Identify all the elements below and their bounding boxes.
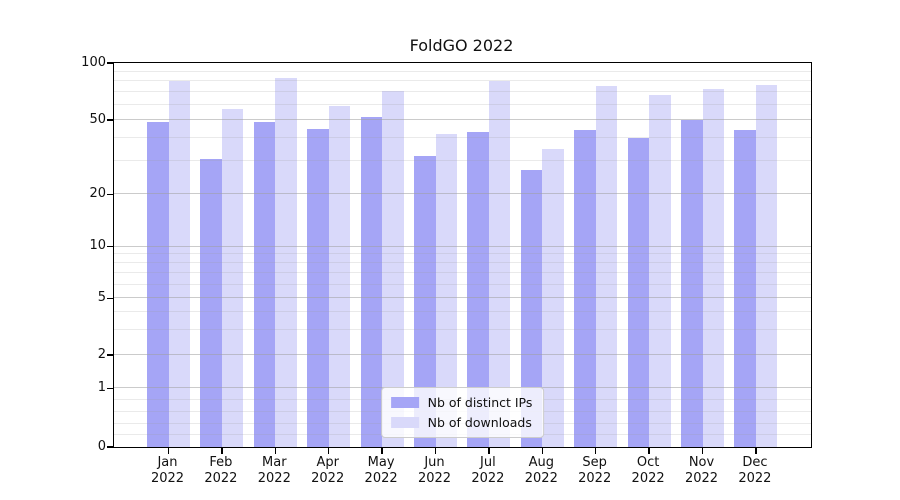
y-tick-label: 1: [97, 379, 106, 395]
x-tick-mark: [755, 447, 757, 454]
bar-sep-distinct-ips: [574, 130, 596, 447]
bar-nov-distinct-ips: [681, 120, 703, 447]
x-tick-mark: [167, 447, 170, 454]
bar-sep-downloads: [595, 85, 618, 447]
y-tick-mark: [107, 62, 114, 64]
bar-apr-distinct-ips: [307, 128, 329, 447]
y-tick-label: 0: [97, 438, 106, 454]
x-tick-label-jul: Jul 2022: [471, 455, 505, 486]
x-tick-mark: [221, 447, 223, 454]
y-tick-label: 100: [81, 54, 106, 70]
bar-dec-downloads: [755, 84, 778, 447]
x-tick-mark: [701, 447, 704, 454]
x-tick-mark: [274, 447, 277, 454]
legend: Nb of distinct IPs Nb of downloads: [380, 387, 545, 438]
bar-may-downloads: [382, 91, 404, 447]
x-tick-mark: [327, 447, 330, 454]
x-tick-mark: [434, 447, 437, 454]
bar-jun-distinct-ips: [414, 156, 436, 447]
x-tick-mark: [594, 447, 597, 454]
bar-may-distinct-ips: [360, 116, 383, 447]
minor-gridline: [114, 104, 811, 105]
x-tick-mark: [648, 447, 650, 454]
major-gridline: [114, 245, 811, 247]
legend-swatch-downloads: [390, 417, 419, 428]
x-tick-label-oct: Oct 2022: [631, 455, 665, 486]
x-tick-label-mar: Mar 2022: [257, 455, 291, 486]
minor-gridline: [114, 91, 811, 93]
y-tick-label: 10: [89, 238, 106, 254]
minor-gridline: [114, 272, 811, 274]
minor-gridline: [114, 80, 811, 82]
minor-gridline: [114, 137, 811, 139]
x-tick-label-feb: Feb 2022: [204, 455, 238, 486]
major-gridline: [114, 193, 811, 195]
x-tick-label-nov: Nov 2022: [684, 455, 719, 486]
x-tick-label-sep: Sep 2022: [578, 455, 612, 486]
y-tick-label: 20: [89, 185, 106, 201]
bar-dec-distinct-ips: [734, 130, 756, 447]
y-tick-mark: [107, 245, 114, 248]
bar-apr-downloads: [328, 106, 351, 447]
bar-oct-distinct-ips: [627, 138, 650, 447]
bar-jul-distinct-ips: [467, 132, 489, 447]
minor-gridline: [114, 160, 811, 162]
legend-item: Nb of distinct IPs: [390, 395, 533, 410]
major-gridline: [114, 119, 811, 120]
x-tick-label-jun: Jun 2022: [417, 455, 452, 486]
x-tick-label-dec: Dec 2022: [738, 455, 772, 486]
minor-gridline: [114, 329, 811, 330]
x-tick-label-may: May 2022: [364, 455, 398, 486]
y-tick-label: 5: [97, 289, 106, 305]
y-tick-mark: [107, 387, 114, 390]
y-tick-mark: [107, 193, 114, 196]
x-tick-label-jan: Jan 2022: [150, 455, 185, 486]
y-tick-mark: [107, 446, 114, 448]
minor-gridline: [114, 311, 811, 313]
minor-gridline: [114, 253, 811, 255]
bar-jan-downloads: [168, 81, 190, 447]
plot-area: Nb of distinct IPs Nb of downloads: [107, 62, 812, 454]
y-tick-label: 50: [89, 111, 106, 127]
bar-feb-distinct-ips: [200, 158, 222, 447]
x-tick-label-apr: Apr 2022: [311, 455, 345, 486]
bar-aug-distinct-ips: [520, 170, 543, 447]
bar-jan-distinct-ips: [147, 121, 169, 447]
chart-title: FoldGO 2022: [409, 36, 514, 55]
legend-item: Nb of downloads: [390, 415, 533, 430]
x-tick-mark: [381, 447, 383, 454]
minor-gridline: [114, 283, 811, 285]
legend-label: Nb of downloads: [427, 415, 532, 430]
legend-label: Nb of distinct IPs: [427, 395, 533, 410]
y-tick-mark: [107, 119, 114, 121]
y-tick-mark: [107, 354, 114, 356]
y-tick-label: 2: [97, 346, 106, 362]
minor-gridline: [114, 262, 811, 264]
x-tick-mark: [541, 447, 544, 454]
bar-jul-downloads: [488, 81, 511, 447]
y-tick-mark: [107, 297, 114, 300]
legend-swatch-distinct-ips: [390, 397, 419, 408]
major-gridline: [114, 297, 811, 299]
x-tick-mark: [488, 447, 490, 454]
bar-jun-downloads: [435, 134, 457, 447]
minor-gridline: [114, 70, 811, 72]
x-tick-label-aug: Aug 2022: [524, 455, 558, 486]
bar-oct-downloads: [649, 94, 671, 447]
bar-nov-downloads: [702, 88, 724, 447]
major-gridline: [114, 354, 811, 355]
bar-mar-distinct-ips: [253, 121, 276, 447]
